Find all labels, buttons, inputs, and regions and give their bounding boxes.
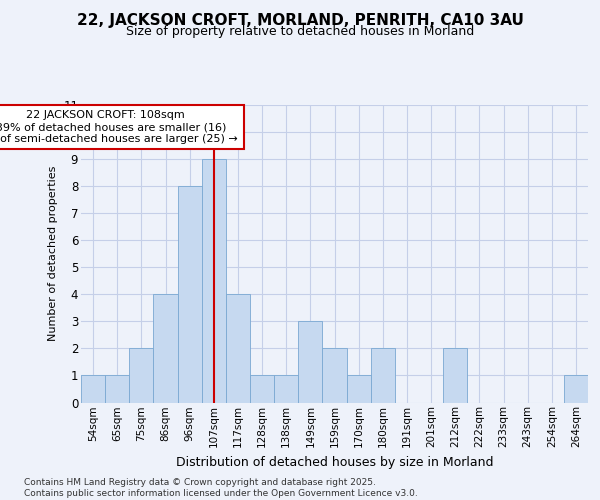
Text: 22, JACKSON CROFT, MORLAND, PENRITH, CA10 3AU: 22, JACKSON CROFT, MORLAND, PENRITH, CA1… — [77, 12, 523, 28]
Bar — [154, 294, 178, 403]
Y-axis label: Number of detached properties: Number of detached properties — [47, 166, 58, 342]
Bar — [250, 376, 274, 402]
Bar — [202, 159, 226, 402]
Bar — [274, 376, 298, 402]
Bar — [105, 376, 129, 402]
Bar — [347, 376, 371, 402]
Bar — [564, 376, 588, 402]
Bar — [443, 348, 467, 403]
Bar — [178, 186, 202, 402]
Bar — [371, 348, 395, 403]
Text: Size of property relative to detached houses in Morland: Size of property relative to detached ho… — [126, 25, 474, 38]
Bar — [226, 294, 250, 403]
Text: 22 JACKSON CROFT: 108sqm
← 39% of detached houses are smaller (16)
61% of semi-d: 22 JACKSON CROFT: 108sqm ← 39% of detach… — [0, 110, 238, 144]
Bar — [129, 348, 154, 403]
Bar — [298, 322, 322, 402]
X-axis label: Distribution of detached houses by size in Morland: Distribution of detached houses by size … — [176, 456, 493, 468]
Bar — [322, 348, 347, 403]
Bar — [81, 376, 105, 402]
Text: Contains HM Land Registry data © Crown copyright and database right 2025.
Contai: Contains HM Land Registry data © Crown c… — [24, 478, 418, 498]
